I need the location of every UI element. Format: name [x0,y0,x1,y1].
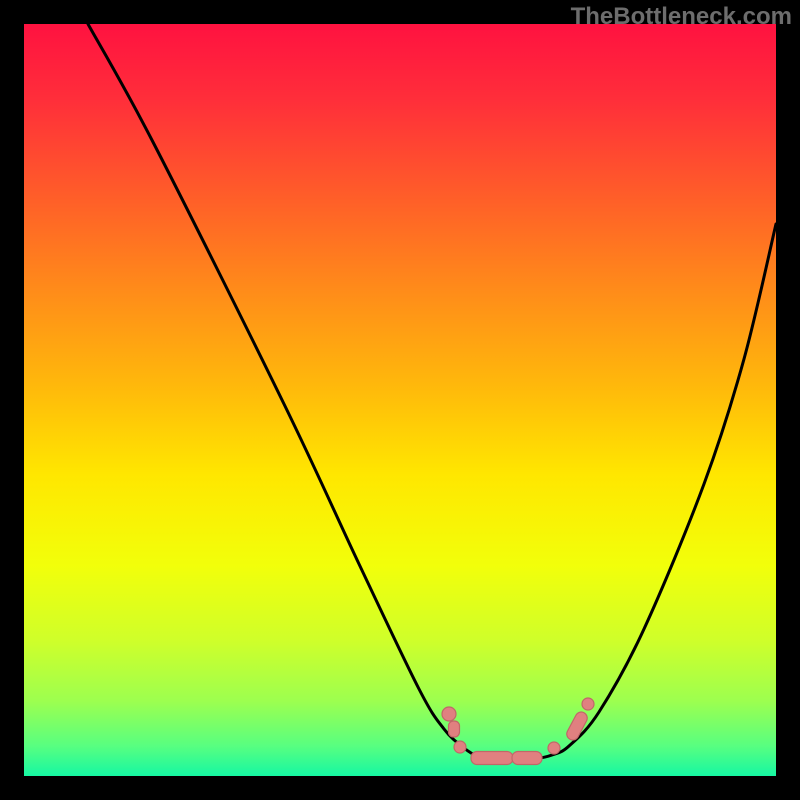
marker-2 [454,741,466,753]
marker-group [442,698,594,765]
marker-0 [442,707,456,721]
valley-curve [88,24,776,760]
watermark-label: TheBottleneck.com [571,3,792,31]
marker-1 [449,721,460,737]
curve-layer [24,24,776,776]
marker-3 [471,752,513,765]
marker-6 [565,710,590,742]
marker-4 [512,752,542,765]
marker-7 [582,698,594,710]
marker-5 [548,742,560,754]
plot-area [24,24,776,776]
chart-frame: TheBottleneck.com [0,0,800,800]
